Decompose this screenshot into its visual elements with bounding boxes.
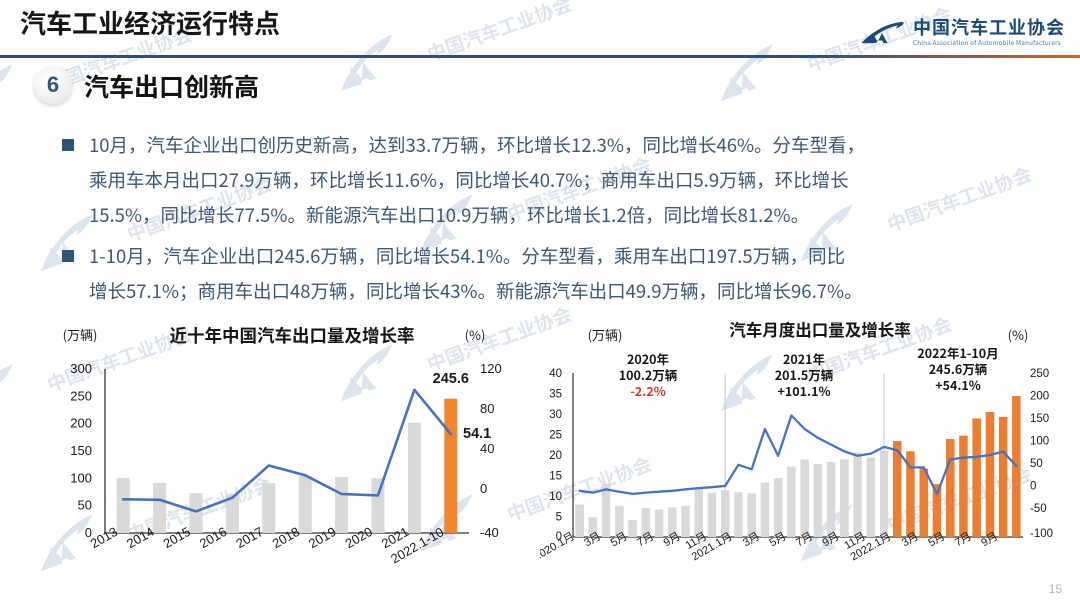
svg-text:-50: -50 [1030,503,1047,515]
svg-text:(万辆): (万辆) [588,325,623,344]
svg-text:5月: 5月 [926,530,947,549]
svg-text:9月: 9月 [662,530,683,549]
svg-text:(%): (%) [1008,325,1029,344]
svg-text:0: 0 [480,481,487,496]
svg-text:+54.1%: +54.1% [935,375,981,394]
svg-text:5月: 5月 [609,530,630,549]
svg-text:15: 15 [549,471,562,483]
svg-text:(万辆): (万辆) [63,325,98,344]
svg-text:100: 100 [1030,436,1049,448]
svg-text:200: 200 [1030,391,1049,403]
svg-text:40: 40 [480,441,494,456]
svg-text:5: 5 [556,512,562,524]
svg-text:250: 250 [1030,368,1049,380]
svg-text:3月: 3月 [582,530,603,549]
svg-text:20: 20 [549,450,562,462]
svg-text:7月: 7月 [953,530,974,549]
svg-text:近十年中国汽车出口量及增长率: 近十年中国汽车出口量及增长率 [170,323,415,348]
svg-text:150: 150 [1030,413,1049,425]
svg-text:-2.2%: -2.2% [630,381,665,400]
svg-text:300: 300 [70,361,92,376]
svg-text:250: 250 [70,388,92,403]
svg-text:7月: 7月 [635,530,656,549]
svg-text:-40: -40 [480,525,499,540]
svg-text:200: 200 [70,416,92,431]
svg-text:30: 30 [549,409,562,421]
svg-text:3月: 3月 [900,530,921,549]
svg-text:2013: 2013 [88,524,121,551]
svg-text:9月: 9月 [979,530,1000,549]
svg-text:150: 150 [70,443,92,458]
svg-text:80: 80 [480,401,494,416]
svg-text:5月: 5月 [768,530,789,549]
svg-text:120: 120 [480,361,502,376]
svg-text:3月: 3月 [741,530,762,549]
svg-text:-100: -100 [1030,528,1053,540]
svg-text:9月: 9月 [820,530,841,549]
svg-text:54.1: 54.1 [463,426,491,442]
svg-text:+101.1%: +101.1% [778,381,831,400]
svg-text:0: 0 [1030,481,1036,493]
svg-text:50: 50 [1030,458,1043,470]
svg-text:245.6: 245.6 [433,371,469,387]
svg-text:汽车月度出口量及增长率: 汽车月度出口量及增长率 [729,320,911,341]
svg-text:10: 10 [549,491,562,503]
svg-text:7月: 7月 [794,530,815,549]
svg-text:25: 25 [549,430,562,442]
svg-text:50: 50 [78,498,92,513]
svg-text:(%): (%) [465,325,486,344]
svg-text:100: 100 [70,470,92,485]
svg-text:35: 35 [549,389,562,401]
svg-text:40: 40 [549,368,562,380]
